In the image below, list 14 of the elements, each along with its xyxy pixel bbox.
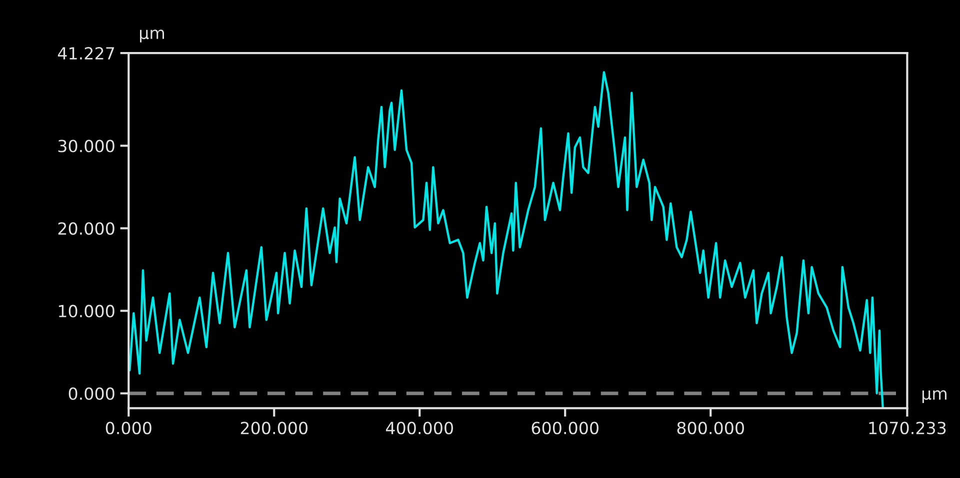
y-tick-label: 41.227	[58, 47, 114, 60]
line-series	[128, 71, 884, 408]
y-tick-label: 10.000	[58, 304, 114, 318]
x-axis-title: µm	[922, 390, 946, 404]
y-axis-title: µm	[140, 30, 164, 42]
y-tick-label: 0.000	[68, 387, 114, 400]
x-tick-label: 200.000	[240, 422, 308, 434]
y-tick-label: 30.000	[58, 140, 114, 152]
y-tick-label: 20.000	[58, 222, 114, 235]
x-tick-label: 800.000	[677, 422, 744, 434]
x-tick-label: 1070.233	[869, 422, 946, 434]
x-tick-label: 600.000	[532, 422, 598, 434]
x-tick-label: 0.000	[106, 422, 152, 434]
x-tick-label: 400.000	[386, 422, 453, 434]
